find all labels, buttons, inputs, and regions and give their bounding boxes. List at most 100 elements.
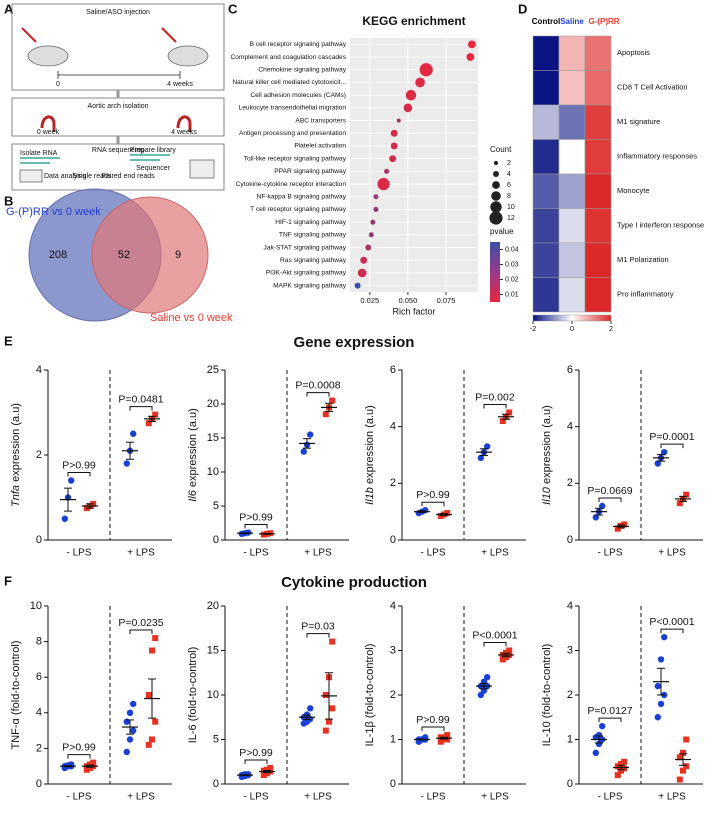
- bubble: [373, 194, 379, 200]
- row-label: M1 signature: [617, 117, 660, 126]
- category-label: Jak-STAT signaling pathway: [264, 244, 347, 251]
- venn-set-label: G-(P)RR vs 0 week: [6, 206, 101, 218]
- bubble: [370, 219, 376, 225]
- mouse-icon: [167, 45, 209, 67]
- data-point: [307, 705, 314, 712]
- panel-label: F: [4, 573, 12, 588]
- x-axis-label: Rich factor: [392, 306, 435, 316]
- row-label: Monocyte: [617, 186, 650, 195]
- heatmap-cell: [558, 70, 586, 106]
- p-value-label: P>0.99: [62, 459, 96, 471]
- bubble: [396, 118, 401, 123]
- row-label: Inflammatory responses: [617, 152, 697, 161]
- data-point: [676, 754, 683, 761]
- heatmap-cell: [558, 277, 586, 313]
- y-axis-label: IL-10 (fold-to-control): [541, 644, 553, 747]
- p-value-label: P>0.99: [416, 489, 450, 501]
- y-axis-label-gene: Il6: [187, 489, 199, 502]
- row-label: Apoptosis: [617, 48, 650, 57]
- step-label: Aortic arch isolation: [87, 103, 148, 110]
- data-point: [599, 722, 606, 730]
- data-point: [683, 736, 690, 743]
- x-tick-label: - LPS: [420, 792, 445, 803]
- y-axis-label: Il6 expression (a.u): [187, 408, 199, 502]
- data-point: [152, 718, 159, 725]
- y-tick-label: 2: [390, 689, 396, 701]
- legend-size-key: [492, 181, 500, 189]
- category-label: B cell receptor signaling pathway: [250, 41, 347, 48]
- heatmap-cell: [584, 277, 612, 313]
- data-point: [680, 749, 686, 756]
- x-tick-label: + LPS: [127, 792, 155, 803]
- category-label: MAPK signaling pathway: [273, 282, 347, 289]
- y-axis-label-text: expression (a.u): [541, 405, 553, 487]
- y-tick-label: 5: [213, 733, 219, 745]
- category-label: Complement and coagulation cascades: [231, 54, 347, 61]
- data-point: [322, 727, 329, 734]
- data-point: [126, 709, 134, 716]
- x-tick-label: + LPS: [127, 548, 155, 559]
- colorbar-label: 2: [609, 324, 613, 333]
- category-label: Natural killer cell mediated cytotoxicit…: [232, 79, 346, 86]
- significance-bracket: [244, 524, 268, 529]
- heatmap-cell: [532, 35, 560, 71]
- p-value-label: P>0.99: [239, 511, 273, 523]
- venn-set-label: Saline vs 0 week: [150, 312, 233, 324]
- data-point: [618, 767, 624, 774]
- bubble: [365, 244, 372, 251]
- heatmap-cell: [558, 208, 586, 244]
- category-label: PI3K-Akt signaling pathway: [266, 270, 347, 277]
- bubble: [389, 155, 397, 163]
- data-point: [130, 700, 137, 708]
- y-tick-label: 2: [567, 477, 573, 489]
- data-point: [267, 764, 274, 771]
- time-label: 0 week: [37, 129, 60, 136]
- bubble: [390, 129, 398, 137]
- colorbar-label: 0: [570, 324, 574, 333]
- legend-size-label: 10: [507, 204, 515, 211]
- p-value-label: P=0.0001: [649, 431, 694, 443]
- y-tick-label: 6: [567, 364, 573, 376]
- legend-size-label: 8: [507, 193, 511, 200]
- y-axis-label-gene: Il1b: [364, 487, 376, 505]
- p-value-label: P=0.0669: [587, 485, 632, 497]
- time-label: 4 weeks: [167, 81, 193, 88]
- heatmap-cell: [584, 70, 612, 106]
- colorbar: [532, 314, 612, 322]
- y-tick-label: 2: [390, 477, 396, 489]
- data-point: [477, 454, 484, 462]
- data-point: [130, 727, 137, 734]
- workflow-text: Saline/ASO injection 0 4 weeks Aortic ar…: [20, 9, 197, 180]
- significance-bracket: [67, 472, 91, 477]
- data-point: [621, 758, 628, 765]
- heatmap-cell: [532, 173, 560, 209]
- data-point: [657, 700, 665, 708]
- bubble: [403, 103, 413, 113]
- bubble: [373, 206, 379, 212]
- y-axis-label-text: expression (a.u): [364, 405, 376, 487]
- legend-title: pvalue: [490, 227, 514, 236]
- category-label: Antigen processing and presentation: [239, 130, 346, 137]
- legend-size-key: [491, 191, 501, 201]
- y-axis-label: TNF-α (fold-to-control): [10, 640, 22, 749]
- data-point: [683, 491, 690, 498]
- plot-background: [350, 38, 478, 292]
- y-axis-label-gene: Il10: [541, 486, 553, 505]
- y-tick-label: 0: [567, 778, 573, 790]
- step-label: Prepare library: [130, 147, 176, 154]
- panel-label: B: [4, 193, 13, 208]
- data-point: [661, 633, 668, 641]
- bubble: [390, 142, 398, 150]
- x-tick-label: + LPS: [481, 548, 509, 559]
- data-point: [599, 502, 606, 510]
- bubble: [360, 256, 368, 264]
- colorbar-label: -2: [530, 324, 537, 333]
- category-label: HIF-1 signaling pathway: [275, 219, 346, 226]
- venn-count: 52: [118, 249, 130, 261]
- significance-bracket: [244, 759, 268, 764]
- heatmap-cell: [558, 104, 586, 140]
- y-tick-label: 20: [207, 398, 219, 410]
- column-label: G-(P)RR: [588, 17, 619, 26]
- significance-bracket: [421, 726, 445, 732]
- data-point: [260, 772, 267, 779]
